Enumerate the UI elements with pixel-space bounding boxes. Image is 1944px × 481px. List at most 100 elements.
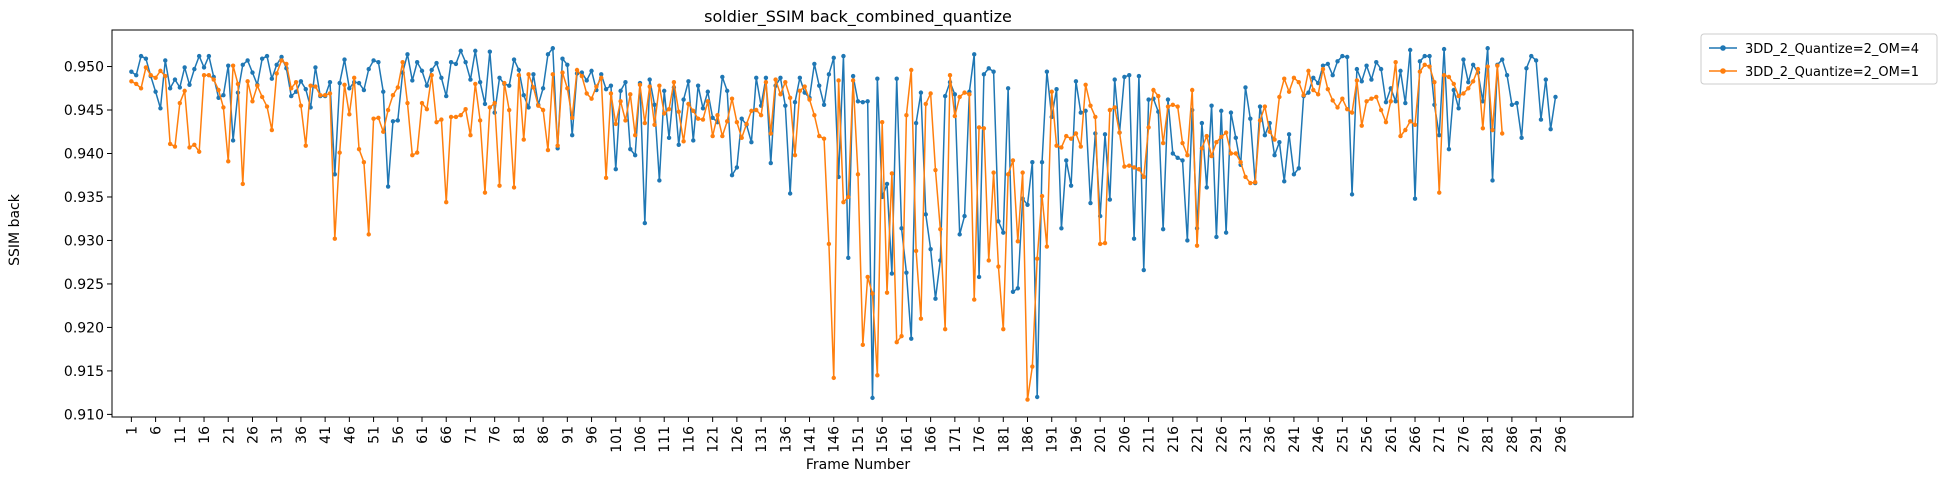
data-point	[657, 178, 662, 183]
x-tick-label: 201	[1093, 426, 1109, 453]
data-point	[1378, 107, 1384, 113]
data-point	[589, 96, 594, 101]
data-point	[1131, 236, 1137, 241]
data-point	[143, 56, 149, 61]
data-point	[158, 68, 163, 74]
chart-title: soldier_SSIM back_combined_quantize	[704, 7, 1012, 27]
x-tick-label: 111	[657, 426, 673, 453]
data-point	[1533, 58, 1539, 63]
data-point	[1257, 118, 1263, 123]
data-point	[1088, 200, 1093, 206]
data-point	[628, 92, 633, 97]
x-tick-label: 96	[585, 426, 601, 444]
data-point	[439, 117, 444, 122]
data-point	[1403, 127, 1408, 133]
data-point	[1315, 92, 1321, 97]
data-point	[1301, 93, 1306, 98]
data-point	[1078, 110, 1083, 115]
data-point	[957, 94, 962, 100]
data-point	[700, 106, 706, 111]
data-point	[1238, 159, 1243, 165]
data-point	[1364, 99, 1369, 104]
data-point	[511, 57, 517, 62]
x-tick-label: 151	[851, 426, 867, 453]
data-point	[1034, 394, 1040, 400]
data-point	[1320, 66, 1326, 72]
data-point	[1437, 190, 1442, 195]
data-point	[1427, 64, 1432, 69]
data-point	[613, 121, 618, 127]
data-point	[918, 316, 924, 321]
data-point	[250, 99, 255, 104]
data-point	[1412, 122, 1418, 127]
data-point	[1165, 97, 1171, 102]
data-point	[846, 255, 851, 261]
data-point	[167, 86, 173, 91]
data-point	[259, 56, 265, 61]
x-tick-label: 156	[875, 426, 891, 453]
data-point	[884, 290, 890, 295]
data-point	[841, 199, 846, 205]
data-point	[1272, 153, 1277, 158]
data-point	[1320, 63, 1326, 68]
data-point	[192, 66, 197, 72]
x-tick-label: 266	[1408, 426, 1424, 453]
data-point	[453, 114, 459, 120]
data-point	[332, 236, 338, 241]
data-point	[574, 67, 580, 73]
data-point	[637, 82, 643, 87]
data-point	[1204, 133, 1209, 139]
data-point	[439, 75, 444, 81]
data-point	[405, 52, 410, 57]
data-point	[444, 93, 449, 99]
data-point	[1136, 73, 1142, 79]
y-tick-label: 0.940	[64, 146, 104, 162]
data-point	[531, 85, 536, 90]
data-point	[1190, 87, 1195, 93]
data-point	[686, 79, 691, 84]
legend: 3DD_2_Quantize=2_OM=4 3DD_2_Quantize=2_O…	[1700, 33, 1938, 85]
x-tick-label: 46	[342, 426, 358, 444]
x-tick-label: 131	[754, 426, 770, 453]
data-point	[996, 219, 1001, 224]
data-point	[1151, 87, 1156, 93]
x-tick-label: 211	[1142, 426, 1158, 453]
data-point	[376, 115, 381, 121]
data-point	[322, 93, 328, 98]
data-point	[744, 121, 749, 127]
data-point	[134, 73, 139, 78]
data-point	[1543, 77, 1549, 82]
data-point	[1059, 226, 1064, 231]
data-point	[269, 76, 275, 81]
data-point	[245, 79, 250, 84]
data-point	[1485, 64, 1490, 69]
data-point	[608, 91, 614, 96]
x-tick-label: 121	[706, 426, 722, 453]
data-point	[812, 113, 817, 118]
data-point	[787, 191, 793, 196]
data-point	[599, 75, 604, 81]
data-point	[511, 185, 517, 190]
data-point	[671, 79, 677, 85]
data-point	[1219, 134, 1224, 140]
legend-marker-om1	[1720, 68, 1726, 74]
data-point	[981, 126, 987, 131]
data-point	[540, 107, 546, 113]
data-point	[894, 76, 899, 81]
data-point	[187, 82, 192, 87]
data-point	[1277, 94, 1282, 100]
series-2	[129, 58, 1505, 402]
data-point	[289, 86, 294, 91]
data-point	[1277, 139, 1282, 145]
data-point	[889, 171, 895, 176]
data-point	[555, 143, 560, 148]
data-point	[1369, 96, 1374, 101]
data-point	[913, 120, 919, 126]
data-point	[632, 133, 638, 138]
data-point	[1306, 90, 1311, 95]
x-tick-label: 171	[948, 426, 964, 453]
data-point	[749, 108, 754, 114]
data-point	[1228, 151, 1234, 156]
x-tick-label: 16	[197, 426, 213, 444]
data-point	[846, 194, 851, 200]
